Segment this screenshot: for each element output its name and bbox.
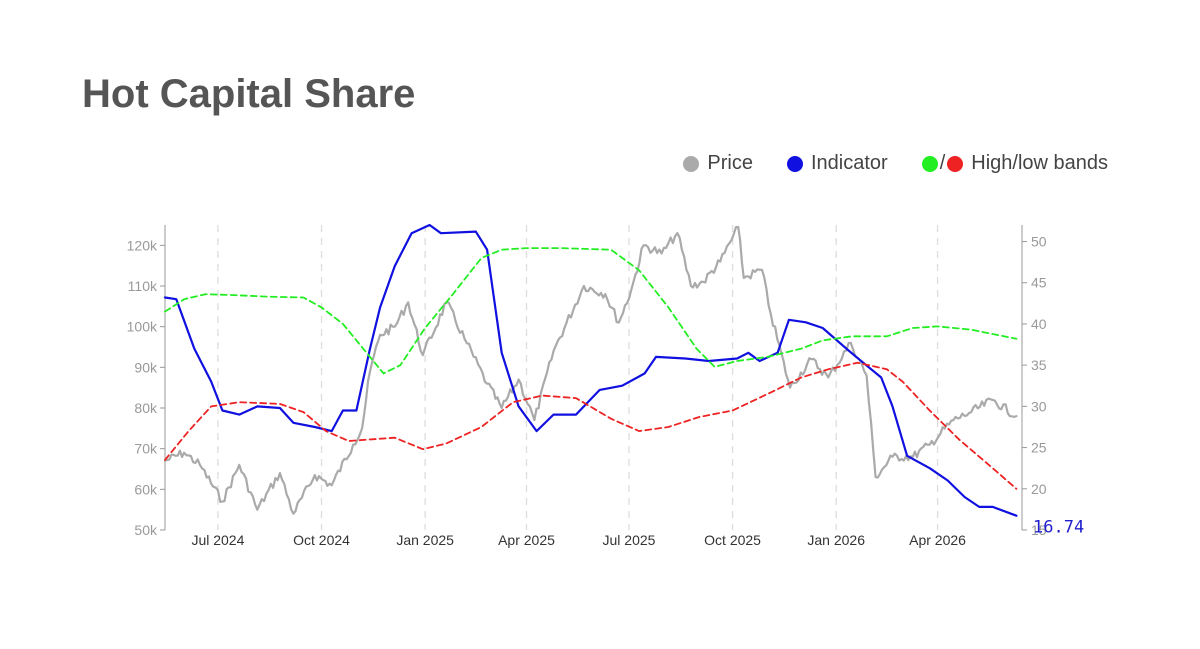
x-tick-label: Jul 2024 — [191, 532, 244, 548]
y-right-tick-label: 20 — [1031, 481, 1047, 497]
y-right-tick-label: 15 — [1031, 522, 1047, 538]
x-tick-label: Apr 2025 — [498, 532, 555, 548]
x-tick-label: Jul 2025 — [603, 532, 656, 548]
x-tick-label: Oct 2025 — [704, 532, 761, 548]
high-band-legend-dot — [921, 155, 938, 172]
legend-item-indicator: Indicator — [786, 152, 888, 175]
y-right-tick-label: 40 — [1031, 316, 1047, 332]
y-left-tick-label: 60k — [134, 481, 158, 497]
y-right-tick-label: 25 — [1031, 440, 1047, 456]
indicator-legend-dot — [786, 155, 803, 172]
y-left-tick-label: 90k — [134, 359, 158, 375]
legend-label-bands: High/low bands — [971, 152, 1108, 174]
price-series-line — [163, 225, 1018, 515]
low-band-legend-dot — [947, 155, 964, 172]
y-right-tick-label: 30 — [1031, 398, 1047, 414]
legend-separator: / — [939, 152, 946, 174]
y-right-tick-label: 50 — [1031, 233, 1047, 249]
y-left-tick-label: 50k — [134, 522, 158, 538]
x-tick-label: Oct 2024 — [293, 532, 350, 548]
low-band-series-line — [164, 361, 1018, 490]
y-left-tick-label: 110k — [128, 278, 158, 294]
y-left-tick-label: 120k — [127, 237, 158, 253]
y-left-tick-label: 80k — [134, 400, 158, 416]
high-band-series-line — [164, 247, 1018, 375]
x-tick-label: Jan 2026 — [807, 532, 865, 548]
y-right-tick-label: 35 — [1031, 357, 1047, 373]
legend-label-indicator: Indicator — [810, 152, 888, 174]
chart-legend: Price Indicator / High/low bands — [683, 152, 1108, 175]
x-tick-label: Jan 2025 — [396, 532, 454, 548]
y-right-tick-label: 45 — [1031, 275, 1047, 291]
indicator-last-value-label: 16.74 — [1033, 518, 1084, 538]
indicator-series-line — [163, 223, 1018, 517]
y-left-tick-label: 70k — [134, 441, 158, 457]
price-legend-dot — [683, 155, 700, 172]
legend-item-bands: / High/low bands — [921, 152, 1108, 175]
legend-label-price: Price — [707, 152, 753, 174]
page-title: Hot Capital Share — [82, 72, 416, 116]
y-left-tick-label: 100k — [127, 319, 158, 335]
legend-item-price: Price — [683, 152, 753, 175]
x-tick-label: Apr 2026 — [909, 532, 966, 548]
